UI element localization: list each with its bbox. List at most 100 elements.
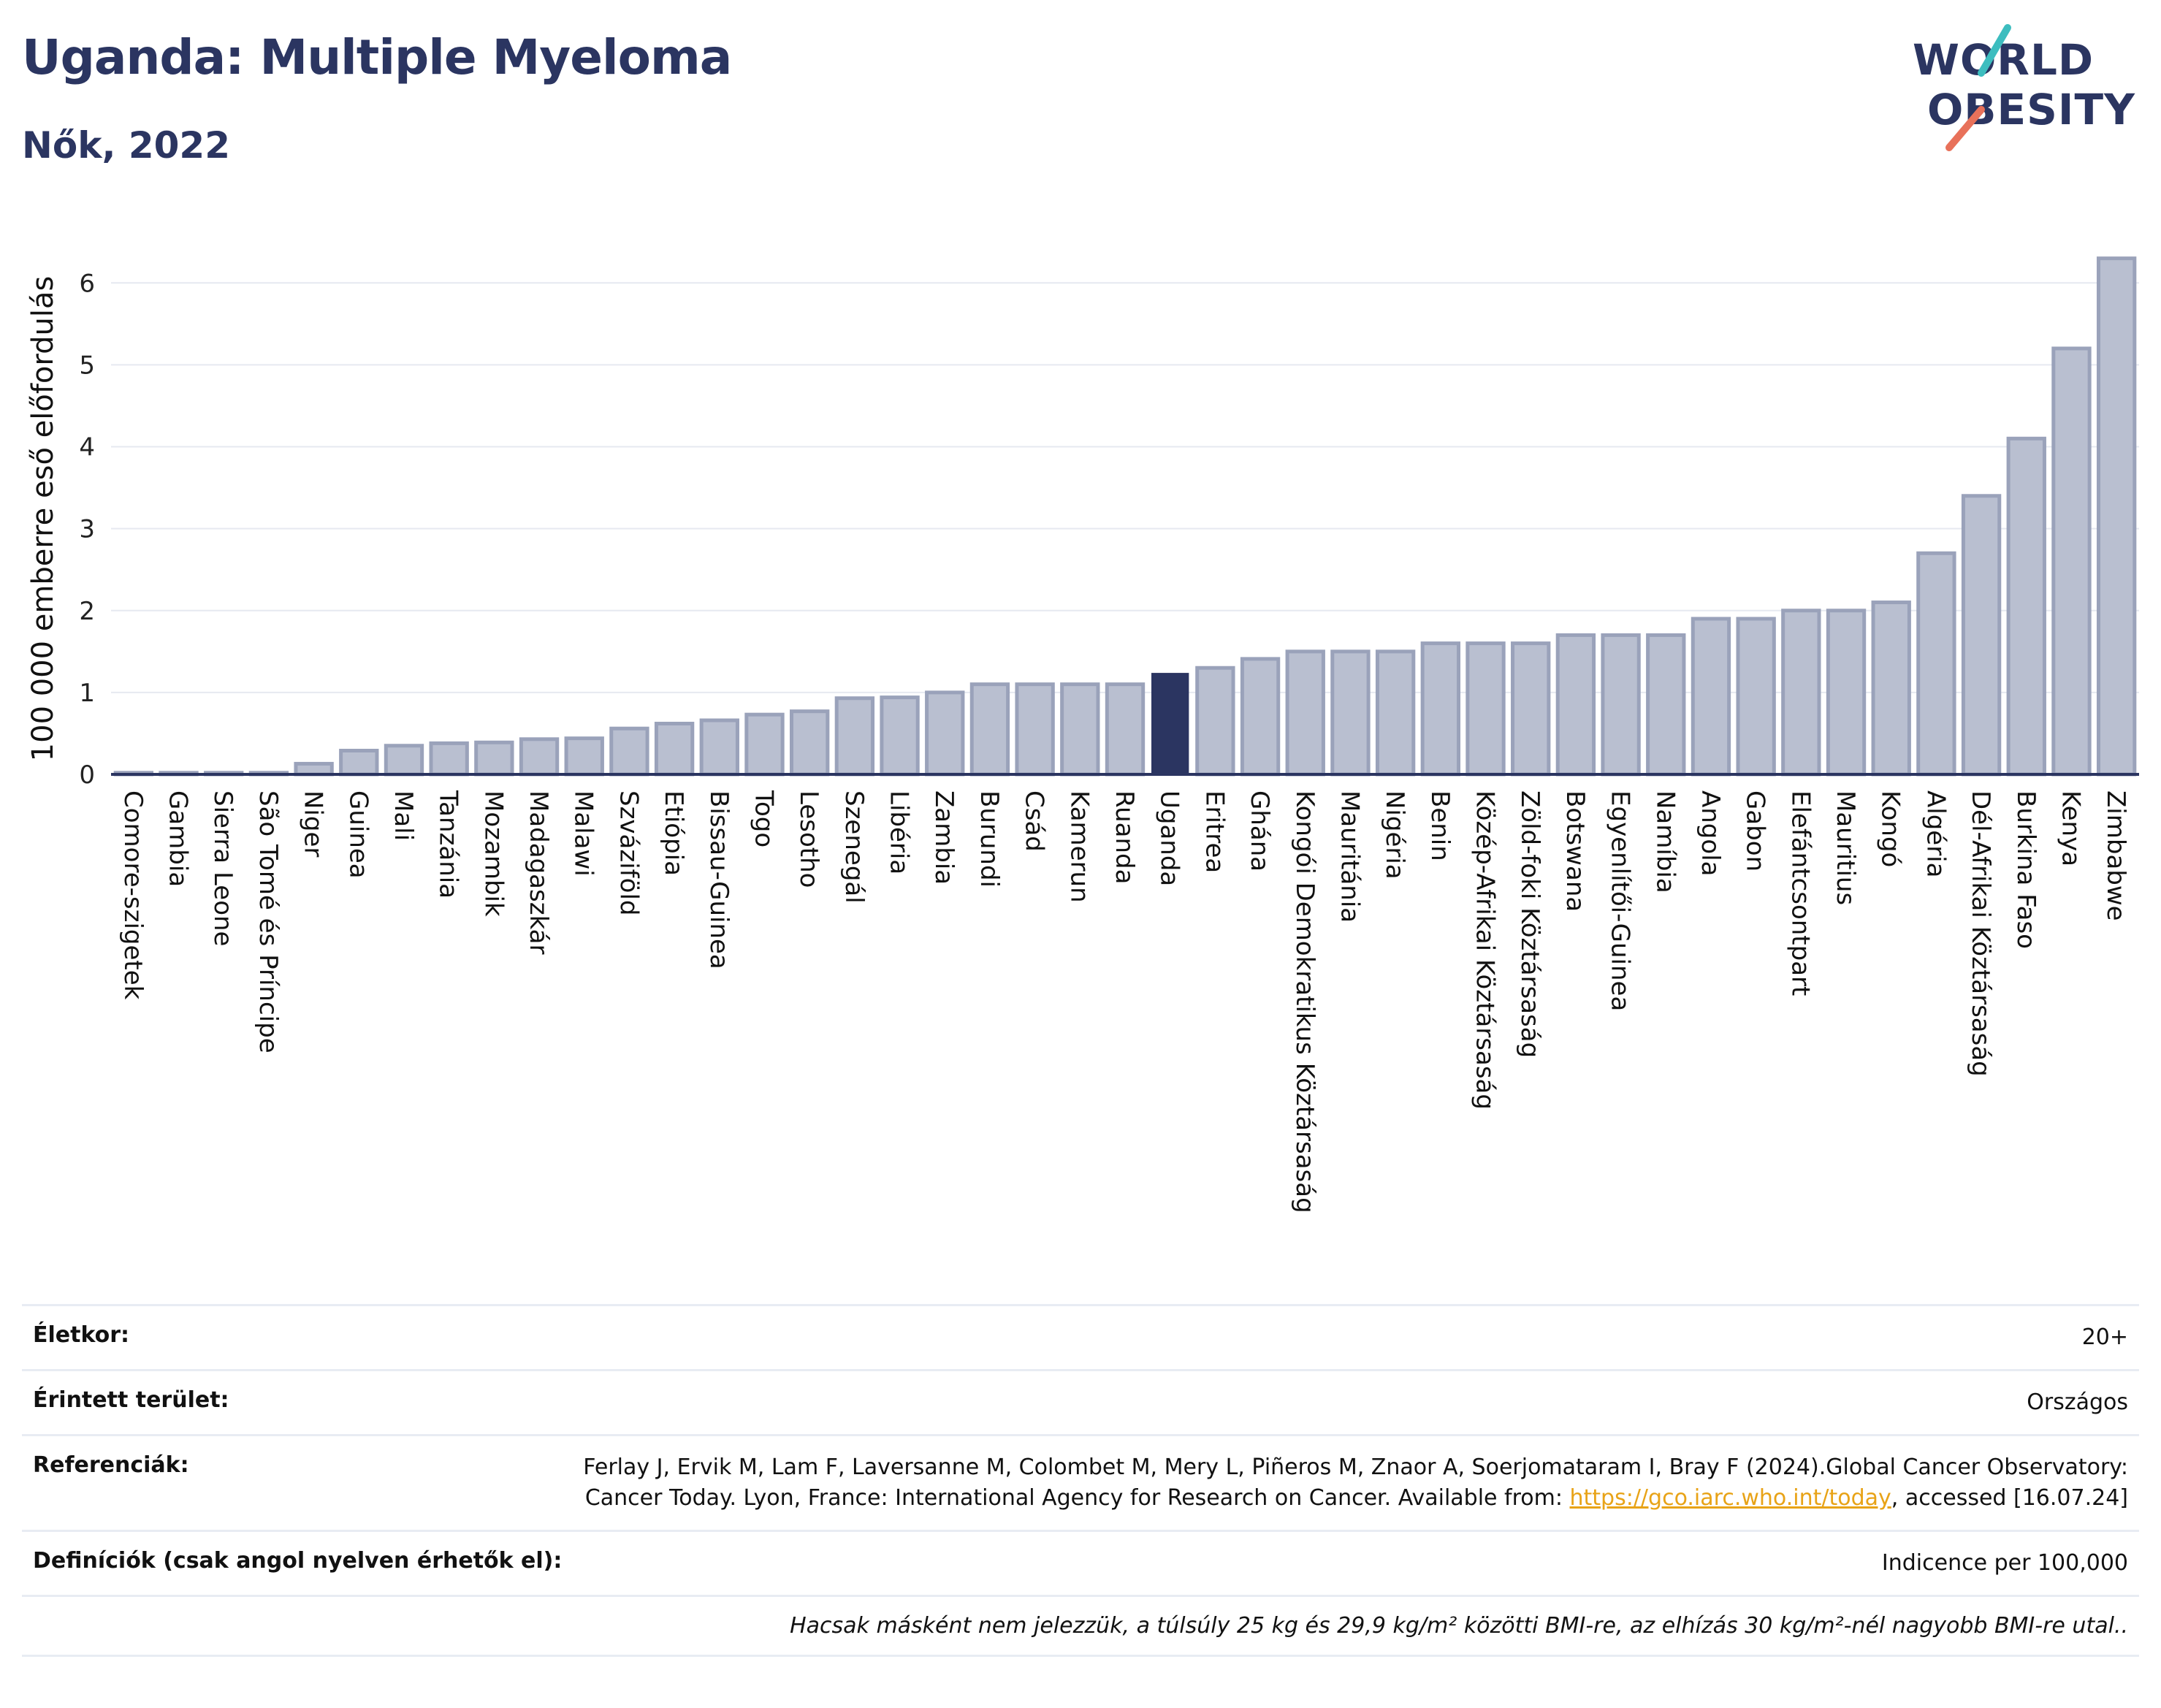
y-tick-label: 5 — [79, 351, 95, 380]
x-tick-label: Zöld-foki Köztársaság — [1515, 790, 1544, 1058]
y-tick-label: 6 — [79, 269, 95, 298]
logo-slash-icon — [1945, 24, 2011, 151]
bar — [790, 709, 830, 777]
bar — [1285, 649, 1325, 777]
bar — [1420, 641, 1460, 777]
references-value: Ferlay J, Ervik M, Lam F, Laversanne M, … — [579, 1452, 2128, 1514]
bar — [474, 740, 514, 777]
x-tick-label: Sierra Leone — [208, 790, 237, 946]
x-tick-label: Ruanda — [1110, 790, 1139, 884]
bar — [1961, 494, 2002, 777]
x-tick-label: Burkina Faso — [2011, 790, 2040, 949]
chart-subtitle: Nők, 2022 — [22, 124, 231, 167]
x-tick-label: Tanzánia — [434, 790, 463, 899]
x-tick-label: Malawi — [569, 790, 598, 877]
x-tick-label: Guinea — [343, 790, 373, 879]
bar — [429, 741, 469, 777]
definitions-row: Definíciók (csak angol nyelven érhetők e… — [22, 1530, 2139, 1595]
bar — [2096, 256, 2137, 777]
bar — [339, 748, 379, 777]
logo-slash-red — [1945, 106, 1985, 151]
bar — [654, 721, 695, 777]
x-tick-label: Csád — [1020, 790, 1049, 852]
x-tick-label: Nigéria — [1380, 790, 1409, 880]
x-tick-label: Etiópia — [659, 790, 688, 876]
x-tick-label: Angola — [1696, 790, 1725, 876]
x-tick-label: Madagaszkár — [524, 790, 553, 954]
bar-highlight — [1151, 673, 1189, 775]
note-row: Hacsak másként nem jelezzük, a túlsúly 2… — [22, 1595, 2139, 1657]
bar-chart: 0 1 2 3 4 5 6 Comore-szigetek Gambia Sierra Leon… — [26, 256, 2139, 1213]
logo-line-1: WORLD — [1913, 35, 2095, 85]
bar — [1015, 682, 1055, 777]
bar — [1375, 649, 1416, 777]
references-label: Referenciák: — [33, 1452, 189, 1478]
area-value: Országos — [2027, 1389, 2128, 1415]
age-label: Életkor: — [33, 1322, 130, 1348]
bar — [1105, 682, 1146, 777]
x-tick-label: Mozambik — [479, 790, 508, 917]
bar — [519, 737, 560, 777]
area-label: Érintett terület: — [33, 1387, 229, 1413]
world-obesity-logo: WORLD OBESITY — [1899, 22, 2148, 153]
x-tick-label: Benin — [1425, 790, 1455, 861]
bar — [1916, 551, 1956, 777]
y-tick-label: 1 — [79, 679, 95, 708]
bar — [1240, 657, 1281, 777]
x-tick-label: Bissau-Guinea — [704, 790, 733, 969]
y-axis-ticks: 0 1 2 3 4 5 6 — [79, 269, 95, 790]
x-tick-label: Dél-Afrikai Köztársaság — [1966, 790, 1995, 1077]
x-tick-label: Mali — [389, 790, 418, 841]
definitions-label: Definíciók (csak angol nyelven érhetők e… — [33, 1548, 563, 1574]
x-tick-label: Gambia — [164, 790, 193, 887]
area-row: Érintett terület: Országos — [22, 1369, 2139, 1434]
bar — [1646, 633, 1686, 777]
reference-link[interactable]: https://gco.iarc.who.int/today — [1569, 1485, 1891, 1511]
x-tick-label: Comore-szigetek — [118, 790, 148, 1000]
x-tick-label: Eritrea — [1200, 790, 1229, 873]
bar — [2006, 436, 2046, 777]
references-row: Referenciák: Ferlay J, Ervik M, Lam F, L… — [22, 1434, 2139, 1530]
reference-text: Ferlay J, Ervik M, Lam F, Laversanne M, … — [583, 1455, 2128, 1511]
x-tick-label: Szenegál — [839, 790, 869, 904]
bar — [1826, 609, 1867, 777]
bar — [1781, 609, 1821, 777]
x-tick-label: Egyenlítői-Guinea — [1606, 790, 1635, 1011]
bar — [699, 718, 739, 777]
bar — [1871, 601, 1911, 777]
bar — [834, 696, 875, 777]
x-tick-label: Kongó — [1876, 790, 1905, 867]
chart-bars — [113, 256, 2137, 777]
y-tick-label: 3 — [79, 515, 95, 544]
x-tick-label: Ghána — [1245, 790, 1274, 872]
logo-slash-teal — [1978, 24, 2011, 77]
x-tick-label: Kenya — [2056, 790, 2085, 866]
x-axis-labels: Comore-szigetek Gambia Sierra Leone São Tom… — [118, 790, 2130, 1213]
bar — [1736, 617, 1776, 777]
reference-accessed: , accessed [16.07.24] — [1891, 1485, 2128, 1511]
x-tick-label: Algéria — [1921, 790, 1950, 877]
bmi-note: Hacsak másként nem jelezzük, a túlsúly 2… — [790, 1613, 2128, 1639]
bar — [1511, 641, 1551, 777]
bar — [1195, 666, 1235, 777]
x-tick-label: Kamerun — [1064, 790, 1094, 903]
x-tick-label: Közép-Afrikai Köztársaság — [1471, 790, 1500, 1110]
x-tick-label: Mauritánia — [1335, 790, 1364, 923]
x-tick-label: Gabon — [1741, 790, 1770, 872]
definitions-value: Indicence per 100,000 — [1881, 1550, 2128, 1576]
bar — [609, 726, 649, 777]
x-tick-label: Lesotho — [794, 790, 823, 888]
x-tick-label: Libéria — [885, 790, 914, 874]
bar — [384, 744, 424, 777]
x-tick-label: Niger — [299, 790, 328, 857]
age-value: 20+ — [2081, 1324, 2128, 1350]
chart-title: Uganda: Multiple Myeloma — [22, 29, 732, 85]
x-tick-label: Togo — [749, 790, 778, 847]
x-tick-label: Mauritius — [1831, 790, 1860, 905]
y-axis-label: 100 000 emberre eső előfordulás — [26, 276, 60, 762]
y-tick-label: 2 — [79, 597, 95, 626]
age-row: Életkor: 20+ — [22, 1304, 2139, 1369]
x-tick-label: Kongói Demokratikus Köztársaság — [1290, 790, 1319, 1213]
bar — [2051, 346, 2092, 777]
bar — [925, 690, 965, 777]
